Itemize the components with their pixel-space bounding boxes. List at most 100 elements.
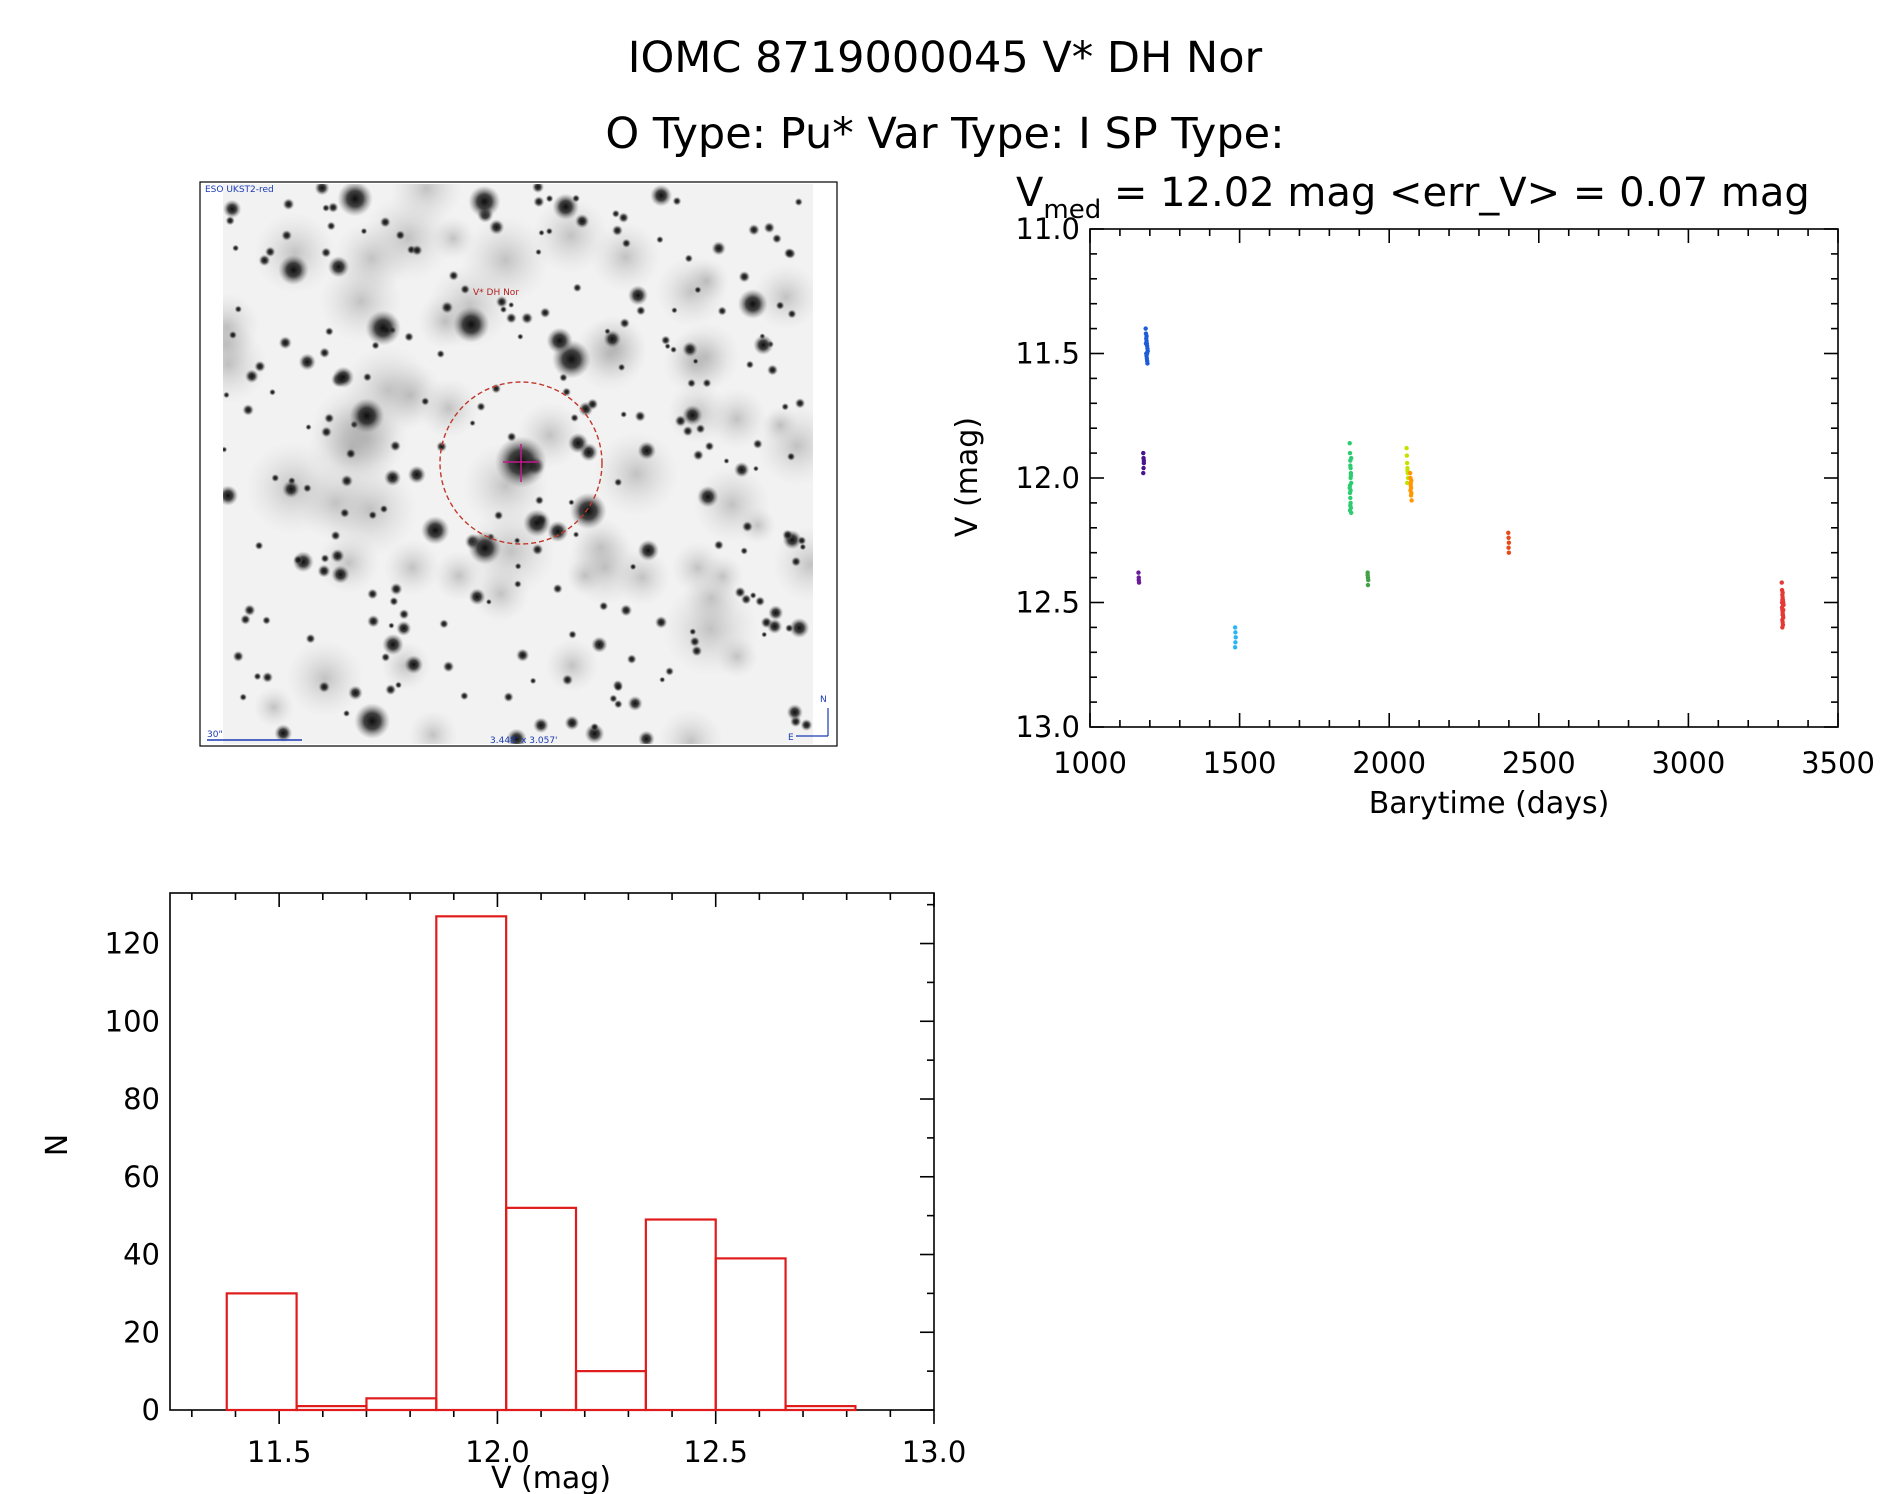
- star: [570, 413, 579, 423]
- light-curve-point: [1780, 612, 1785, 618]
- histogram-axes: 11.5 12.0 12.5 13.0 0 20 40 60 80 100 120: [105, 892, 967, 1469]
- star: [278, 336, 292, 350]
- star: [771, 233, 782, 244]
- star: [783, 247, 795, 259]
- star: [775, 301, 785, 310]
- star: [546, 327, 573, 354]
- light-curve-axes: 1000 1500 2000 2500 3000 3500 11.0 11.5 12.0 12.5…: [1015, 212, 1874, 780]
- star: [613, 478, 623, 487]
- light-curve-point: [1506, 540, 1512, 545]
- star: [330, 548, 345, 563]
- star: [609, 694, 618, 703]
- light-curve-point: [1348, 470, 1354, 476]
- star: [534, 495, 544, 505]
- star: [262, 616, 271, 625]
- star: [768, 605, 784, 621]
- star: [584, 723, 605, 744]
- star: [228, 330, 238, 340]
- star: [695, 423, 706, 434]
- star: [320, 247, 332, 258]
- star: [244, 369, 259, 384]
- histogram-bar: [225, 1292, 298, 1412]
- light-curve-point: [1347, 483, 1353, 488]
- star: [452, 306, 490, 343]
- light-curve-xtick-label: 3000: [1651, 746, 1725, 780]
- star: [561, 674, 574, 686]
- nebulosity-blob: [363, 192, 453, 282]
- star: [440, 301, 454, 314]
- light-curve-point: [1347, 440, 1352, 446]
- star: [506, 728, 527, 744]
- star: [460, 691, 469, 701]
- star: [687, 378, 697, 388]
- light-curve-point: [1233, 630, 1238, 635]
- star: [499, 305, 508, 314]
- light-curve-chart: Vmed = 12.02 mag <err_V> = 0.07 mag 1000…: [950, 170, 1875, 821]
- nebulosity-blob: [383, 538, 441, 597]
- star: [800, 718, 813, 732]
- scale-label: 30": [207, 730, 223, 740]
- star: [322, 204, 330, 212]
- star: [232, 244, 240, 252]
- star: [672, 196, 682, 206]
- finder-chart-image: ESO UKST2-red V* DH Nor 30" 3.448' x 3.0…: [199, 181, 838, 747]
- star: [404, 332, 414, 342]
- light-curve-point: [1780, 602, 1786, 608]
- header-title: IOMC 8719000045 V* DH Nor: [628, 33, 1263, 83]
- star: [258, 254, 271, 267]
- light-curve-point: [1779, 580, 1784, 585]
- light-curve-point: [1141, 450, 1146, 456]
- star: [319, 347, 330, 359]
- star: [691, 645, 703, 657]
- nebulosity-blob: [683, 257, 730, 304]
- star: [723, 457, 730, 464]
- star: [538, 229, 545, 236]
- light-curve-xtick-label: 2000: [1352, 746, 1426, 780]
- star: [342, 709, 351, 718]
- histogram-xlabel: V (mag): [491, 1461, 611, 1494]
- star: [733, 461, 750, 478]
- star: [337, 184, 373, 217]
- star: [436, 349, 445, 359]
- star: [611, 224, 623, 237]
- histogram-xtick-label: 12.0: [465, 1435, 530, 1469]
- star: [789, 617, 810, 639]
- star: [365, 310, 401, 346]
- histogram-xtick-label: 13.0: [902, 1435, 967, 1469]
- star: [383, 469, 402, 487]
- star: [650, 184, 673, 207]
- star: [493, 510, 504, 521]
- star: [234, 305, 243, 313]
- star: [225, 215, 235, 226]
- star: [749, 591, 757, 599]
- star: [634, 410, 646, 422]
- star: [697, 485, 719, 508]
- star: [590, 722, 599, 732]
- star: [396, 620, 412, 636]
- star: [332, 366, 355, 389]
- star: [360, 227, 368, 235]
- light-curve-point: [1233, 640, 1238, 645]
- star: [574, 213, 590, 229]
- star: [411, 244, 423, 256]
- light-curve-point: [1136, 577, 1141, 583]
- star: [243, 604, 256, 617]
- histogram-bar: [714, 1257, 787, 1412]
- star: [330, 530, 341, 541]
- star: [281, 229, 293, 241]
- star: [664, 343, 671, 350]
- star: [514, 562, 522, 570]
- light-curve-point: [1348, 488, 1353, 493]
- histogram-bar: [435, 915, 508, 1412]
- nebulosity-blob: [544, 638, 600, 693]
- star: [271, 473, 280, 483]
- star: [763, 222, 775, 234]
- star: [738, 270, 751, 283]
- histogram-bar: [574, 1370, 647, 1412]
- fov-label: 3.448' x 3.057': [490, 736, 558, 746]
- nebulosity-blob: [323, 462, 418, 558]
- star: [269, 388, 276, 396]
- light-curve-point: [1347, 508, 1353, 513]
- star: [734, 586, 746, 598]
- star: [420, 516, 450, 545]
